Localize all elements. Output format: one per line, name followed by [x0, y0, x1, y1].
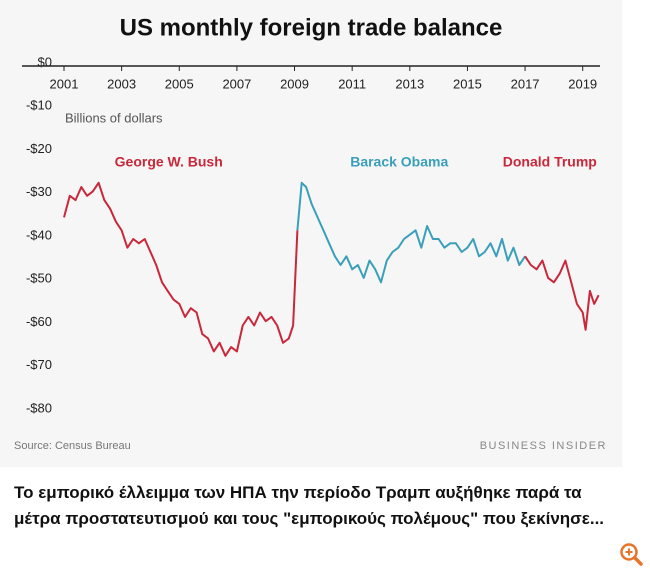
x-tick-label: 2007	[222, 76, 251, 91]
x-tick-label: 2019	[568, 76, 597, 91]
caption: Το εμπορικό έλλειμμα των ΗΠΑ την περίοδο…	[14, 483, 605, 528]
y-tick-label: -$60	[26, 314, 52, 329]
y-tick-label: -$70	[26, 357, 52, 372]
series-line	[296, 181, 526, 284]
chart-title: US monthly foreign trade balance	[120, 14, 503, 41]
series-line	[63, 181, 299, 357]
zoom-icon[interactable]	[618, 541, 644, 567]
brand: BUSINESS INSIDER	[480, 440, 607, 452]
chart: US monthly foreign trade balance Billion…	[0, 0, 622, 467]
y-tick-label: $0	[38, 54, 52, 69]
series-label: Donald Trump	[503, 154, 597, 170]
y-axis-label: Billions of dollars	[65, 110, 163, 125]
x-tick-label: 2017	[511, 76, 540, 91]
y-tick-label: -$80	[26, 400, 52, 415]
y-tick-label: -$40	[26, 227, 52, 242]
chart-background	[0, 0, 622, 467]
series-label: George W. Bush	[115, 154, 223, 170]
y-tick-label: -$10	[26, 98, 52, 113]
series-line	[524, 255, 600, 331]
source: Source: Census Bureau	[14, 440, 131, 452]
y-tick-label: -$20	[26, 141, 52, 156]
y-tick-label: -$30	[26, 184, 52, 199]
y-tick-label: -$50	[26, 271, 52, 286]
x-tick-label: 2001	[50, 76, 79, 91]
x-tick-label: 2009	[280, 76, 309, 91]
x-tick-label: 2013	[395, 76, 424, 91]
x-tick-label: 2005	[165, 76, 194, 91]
series-label: Barack Obama	[350, 154, 448, 170]
x-tick-label: 2015	[453, 76, 482, 91]
x-tick-label: 2011	[338, 76, 366, 91]
x-tick-label: 2003	[107, 76, 136, 91]
